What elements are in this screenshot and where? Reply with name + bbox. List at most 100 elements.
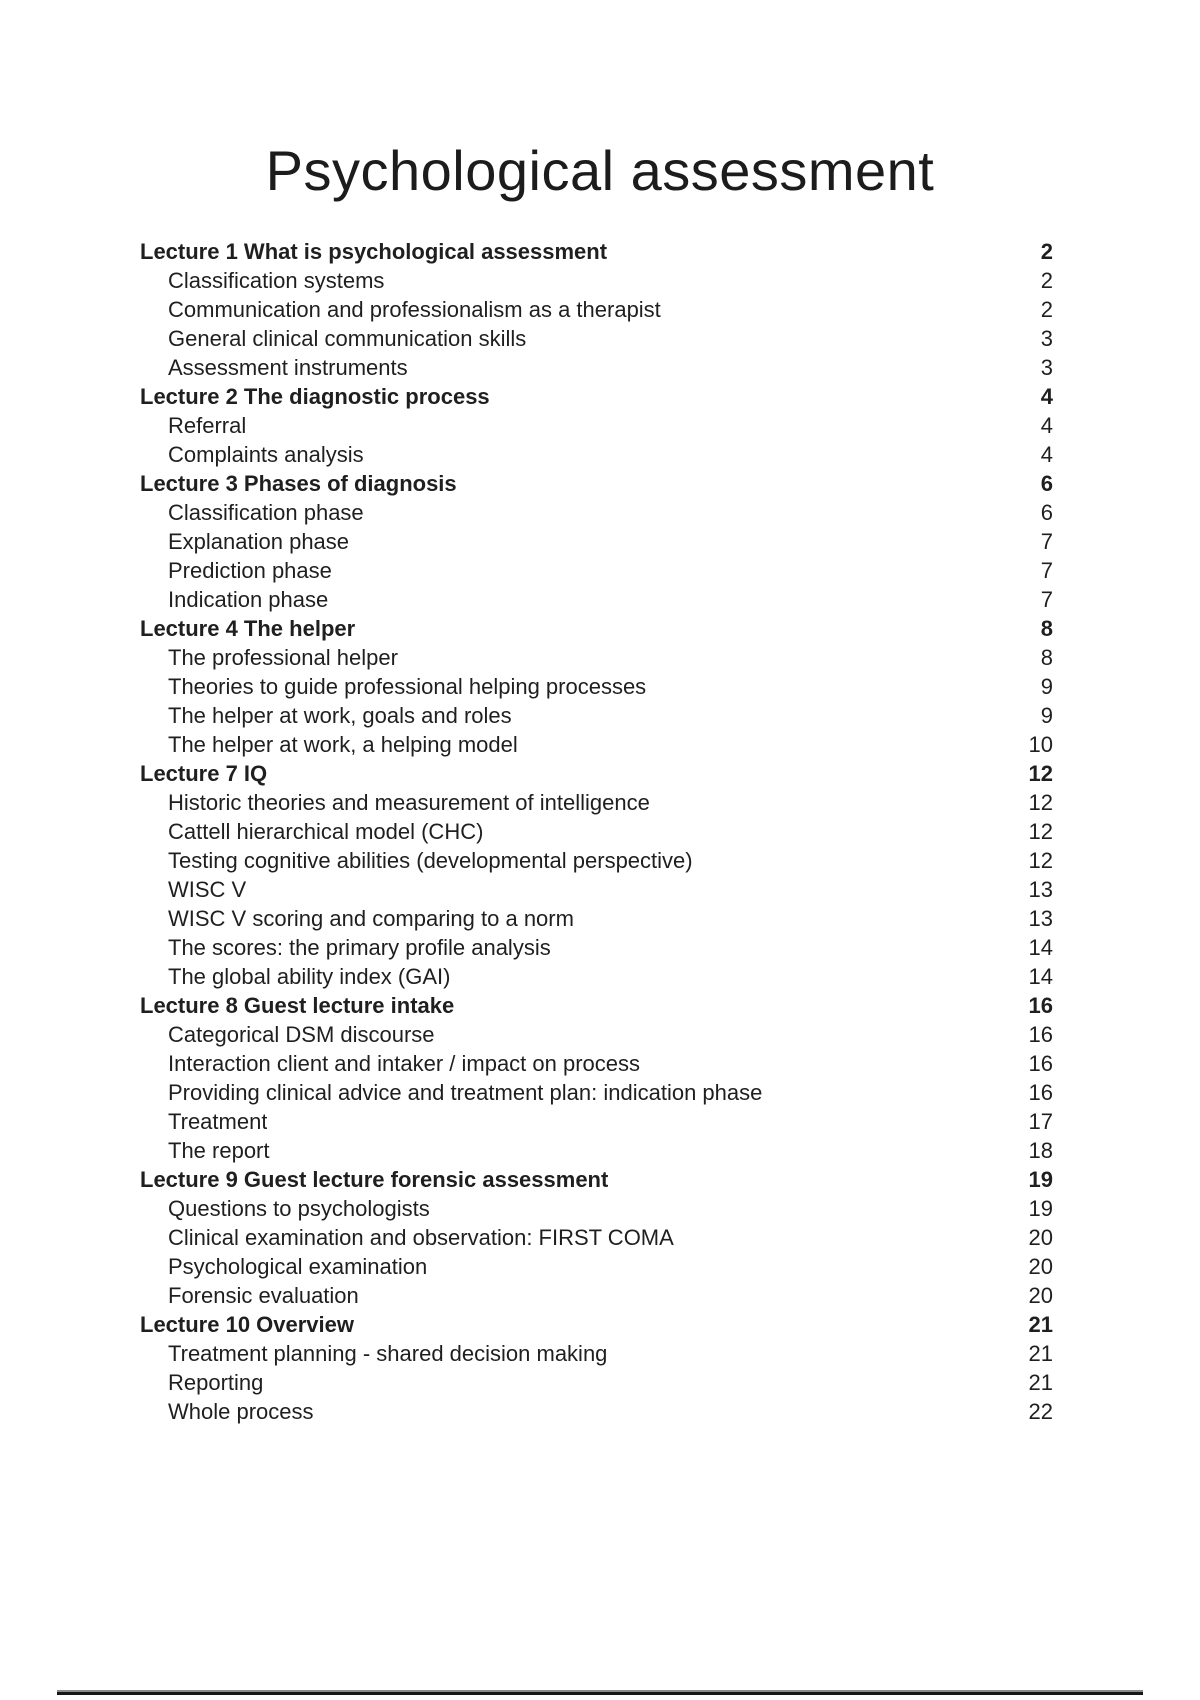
toc-entry[interactable]: WISC V 13 (140, 875, 1053, 904)
toc-entry[interactable]: Treatment planning - shared decision mak… (140, 1339, 1053, 1368)
toc-entry-label: Lecture 7 IQ (140, 761, 268, 786)
toc-entry-page: 9 (1040, 674, 1053, 699)
toc-entry[interactable]: Reporting 21 (140, 1368, 1053, 1397)
toc-entry[interactable]: Lecture 7 IQ 12 (140, 759, 1053, 788)
toc-entry[interactable]: Interaction client and intaker / impact … (140, 1049, 1053, 1078)
toc-entry[interactable]: Classification phase 6 (140, 498, 1053, 527)
toc-entry[interactable]: Treatment 17 (140, 1107, 1053, 1136)
toc-entry-page: 3 (1040, 326, 1053, 351)
toc-entry[interactable]: Questions to psychologists 19 (140, 1194, 1053, 1223)
toc-entry-label: Lecture 3 Phases of diagnosis (140, 471, 457, 496)
toc-entry-label: Historic theories and measurement of int… (168, 790, 650, 815)
toc-entry-page: 22 (1028, 1399, 1053, 1424)
toc-entry[interactable]: Categorical DSM discourse 16 (140, 1020, 1053, 1049)
toc-entry-page: 7 (1040, 529, 1053, 554)
toc-entry-page: 12 (1028, 848, 1053, 873)
toc-entry-label: Providing clinical advice and treatment … (168, 1080, 763, 1105)
toc-entry-label: Questions to psychologists (168, 1196, 430, 1221)
toc-entry[interactable]: Complaints analysis 4 (140, 440, 1053, 469)
toc-entry[interactable]: Cattell hierarchical model (CHC) 12 (140, 817, 1053, 846)
toc-entry[interactable]: Clinical examination and observation: FI… (140, 1223, 1053, 1252)
toc-entry-page: 3 (1040, 355, 1053, 380)
toc-entry-label: Whole process (168, 1399, 314, 1424)
toc-entry[interactable]: Classification systems 2 (140, 266, 1053, 295)
toc-entry[interactable]: The professional helper 8 (140, 643, 1053, 672)
toc-entry[interactable]: Lecture 8 Guest lecture intake 16 (140, 991, 1053, 1020)
toc-entry[interactable]: Indication phase 7 (140, 585, 1053, 614)
toc-entry-page: 20 (1028, 1254, 1053, 1279)
toc-entry-label: Lecture 10 Overview (140, 1312, 355, 1337)
toc-entry-page: 8 (1040, 616, 1053, 641)
toc-entry-label: Reporting (168, 1370, 264, 1395)
table-of-contents: Lecture 1 What is psychological assessme… (140, 237, 1053, 1426)
toc-entry[interactable]: Lecture 4 The helper 8 (140, 614, 1053, 643)
toc-entry[interactable]: Lecture 1 What is psychological assessme… (140, 237, 1053, 266)
toc-entry-page: 4 (1040, 384, 1053, 409)
toc-entry-label: The report (168, 1138, 270, 1163)
toc-entry-label: Categorical DSM discourse (168, 1022, 435, 1047)
toc-entry-page: 19 (1028, 1196, 1053, 1221)
toc-entry-page: 16 (1028, 1022, 1053, 1047)
toc-entry-label: Treatment (168, 1109, 268, 1134)
toc-entry-page: 4 (1040, 413, 1053, 438)
toc-entry-label: Interaction client and intaker / impact … (168, 1051, 641, 1076)
toc-entry-label: Lecture 8 Guest lecture intake (140, 993, 455, 1018)
toc-entry-label: WISC V scoring and comparing to a norm (168, 906, 574, 931)
toc-entry-page: 6 (1040, 471, 1053, 496)
toc-entry-label: WISC V (168, 877, 247, 902)
toc-entry-label: Indication phase (168, 587, 329, 612)
toc-entry-label: Theories to guide professional helping p… (168, 674, 647, 699)
toc-entry[interactable]: Forensic evaluation 20 (140, 1281, 1053, 1310)
toc-entry[interactable]: The helper at work, a helping model 10 (140, 730, 1053, 759)
toc-entry-page: 8 (1040, 645, 1053, 670)
toc-entry[interactable]: Explanation phase 7 (140, 527, 1053, 556)
toc-entry[interactable]: Whole process 22 (140, 1397, 1053, 1426)
toc-entry-page: 2 (1040, 239, 1053, 264)
toc-entry-page: 16 (1028, 1051, 1053, 1076)
toc-entry-page: 16 (1028, 993, 1053, 1018)
toc-entry-label: The helper at work, a helping model (168, 732, 518, 757)
toc-entry[interactable]: The report 18 (140, 1136, 1053, 1165)
toc-entry-label: Lecture 9 Guest lecture forensic assessm… (140, 1167, 609, 1192)
toc-entry[interactable]: Lecture 2 The diagnostic process 4 (140, 382, 1053, 411)
toc-entry-label: Prediction phase (168, 558, 332, 583)
toc-entry[interactable]: Lecture 9 Guest lecture forensic assessm… (140, 1165, 1053, 1194)
toc-entry-label: Explanation phase (168, 529, 350, 554)
toc-entry[interactable]: The scores: the primary profile analysis… (140, 933, 1053, 962)
toc-entry[interactable]: Prediction phase 7 (140, 556, 1053, 585)
toc-entry-page: 18 (1028, 1138, 1053, 1163)
toc-entry[interactable]: Theories to guide professional helping p… (140, 672, 1053, 701)
toc-entry[interactable]: WISC V scoring and comparing to a norm 1… (140, 904, 1053, 933)
toc-entry-page: 19 (1028, 1167, 1053, 1192)
toc-entry[interactable]: Assessment instruments 3 (140, 353, 1053, 382)
toc-entry[interactable]: General clinical communication skills 3 (140, 324, 1053, 353)
toc-entry-label: Lecture 4 The helper (140, 616, 356, 641)
toc-entry-page: 12 (1028, 790, 1053, 815)
toc-entry[interactable]: Historic theories and measurement of int… (140, 788, 1053, 817)
toc-entry[interactable]: Lecture 10 Overview 21 (140, 1310, 1053, 1339)
toc-entry-page: 21 (1028, 1370, 1053, 1395)
toc-entry[interactable]: Lecture 3 Phases of diagnosis 6 (140, 469, 1053, 498)
toc-entry-label: The helper at work, goals and roles (168, 703, 512, 728)
toc-entry[interactable]: The global ability index (GAI) 14 (140, 962, 1053, 991)
toc-entry-page: 17 (1028, 1109, 1053, 1134)
toc-entry[interactable]: Communication and professionalism as a t… (140, 295, 1053, 324)
toc-entry-label: Psychological examination (168, 1254, 428, 1279)
toc-entry-label: Lecture 2 The diagnostic process (140, 384, 490, 409)
toc-entry[interactable]: The helper at work, goals and roles 9 (140, 701, 1053, 730)
toc-entry-page: 20 (1028, 1283, 1053, 1308)
toc-entry-label: General clinical communication skills (168, 326, 527, 351)
toc-entry-label: The global ability index (GAI) (168, 964, 451, 989)
toc-entry[interactable]: Testing cognitive abilities (development… (140, 846, 1053, 875)
toc-entry[interactable]: Referral 4 (140, 411, 1053, 440)
toc-entry-label: Referral (168, 413, 247, 438)
toc-entry-page: 7 (1040, 558, 1053, 583)
toc-entry-label: Testing cognitive abilities (development… (168, 848, 693, 873)
toc-entry-page: 13 (1028, 906, 1053, 931)
toc-entry-label: Clinical examination and observation: FI… (168, 1225, 674, 1250)
toc-entry[interactable]: Psychological examination 20 (140, 1252, 1053, 1281)
toc-entry[interactable]: Providing clinical advice and treatment … (140, 1078, 1053, 1107)
toc-entry-page: 2 (1040, 297, 1053, 322)
toc-entry-page: 6 (1040, 500, 1053, 525)
toc-entry-label: The scores: the primary profile analysis (168, 935, 551, 960)
